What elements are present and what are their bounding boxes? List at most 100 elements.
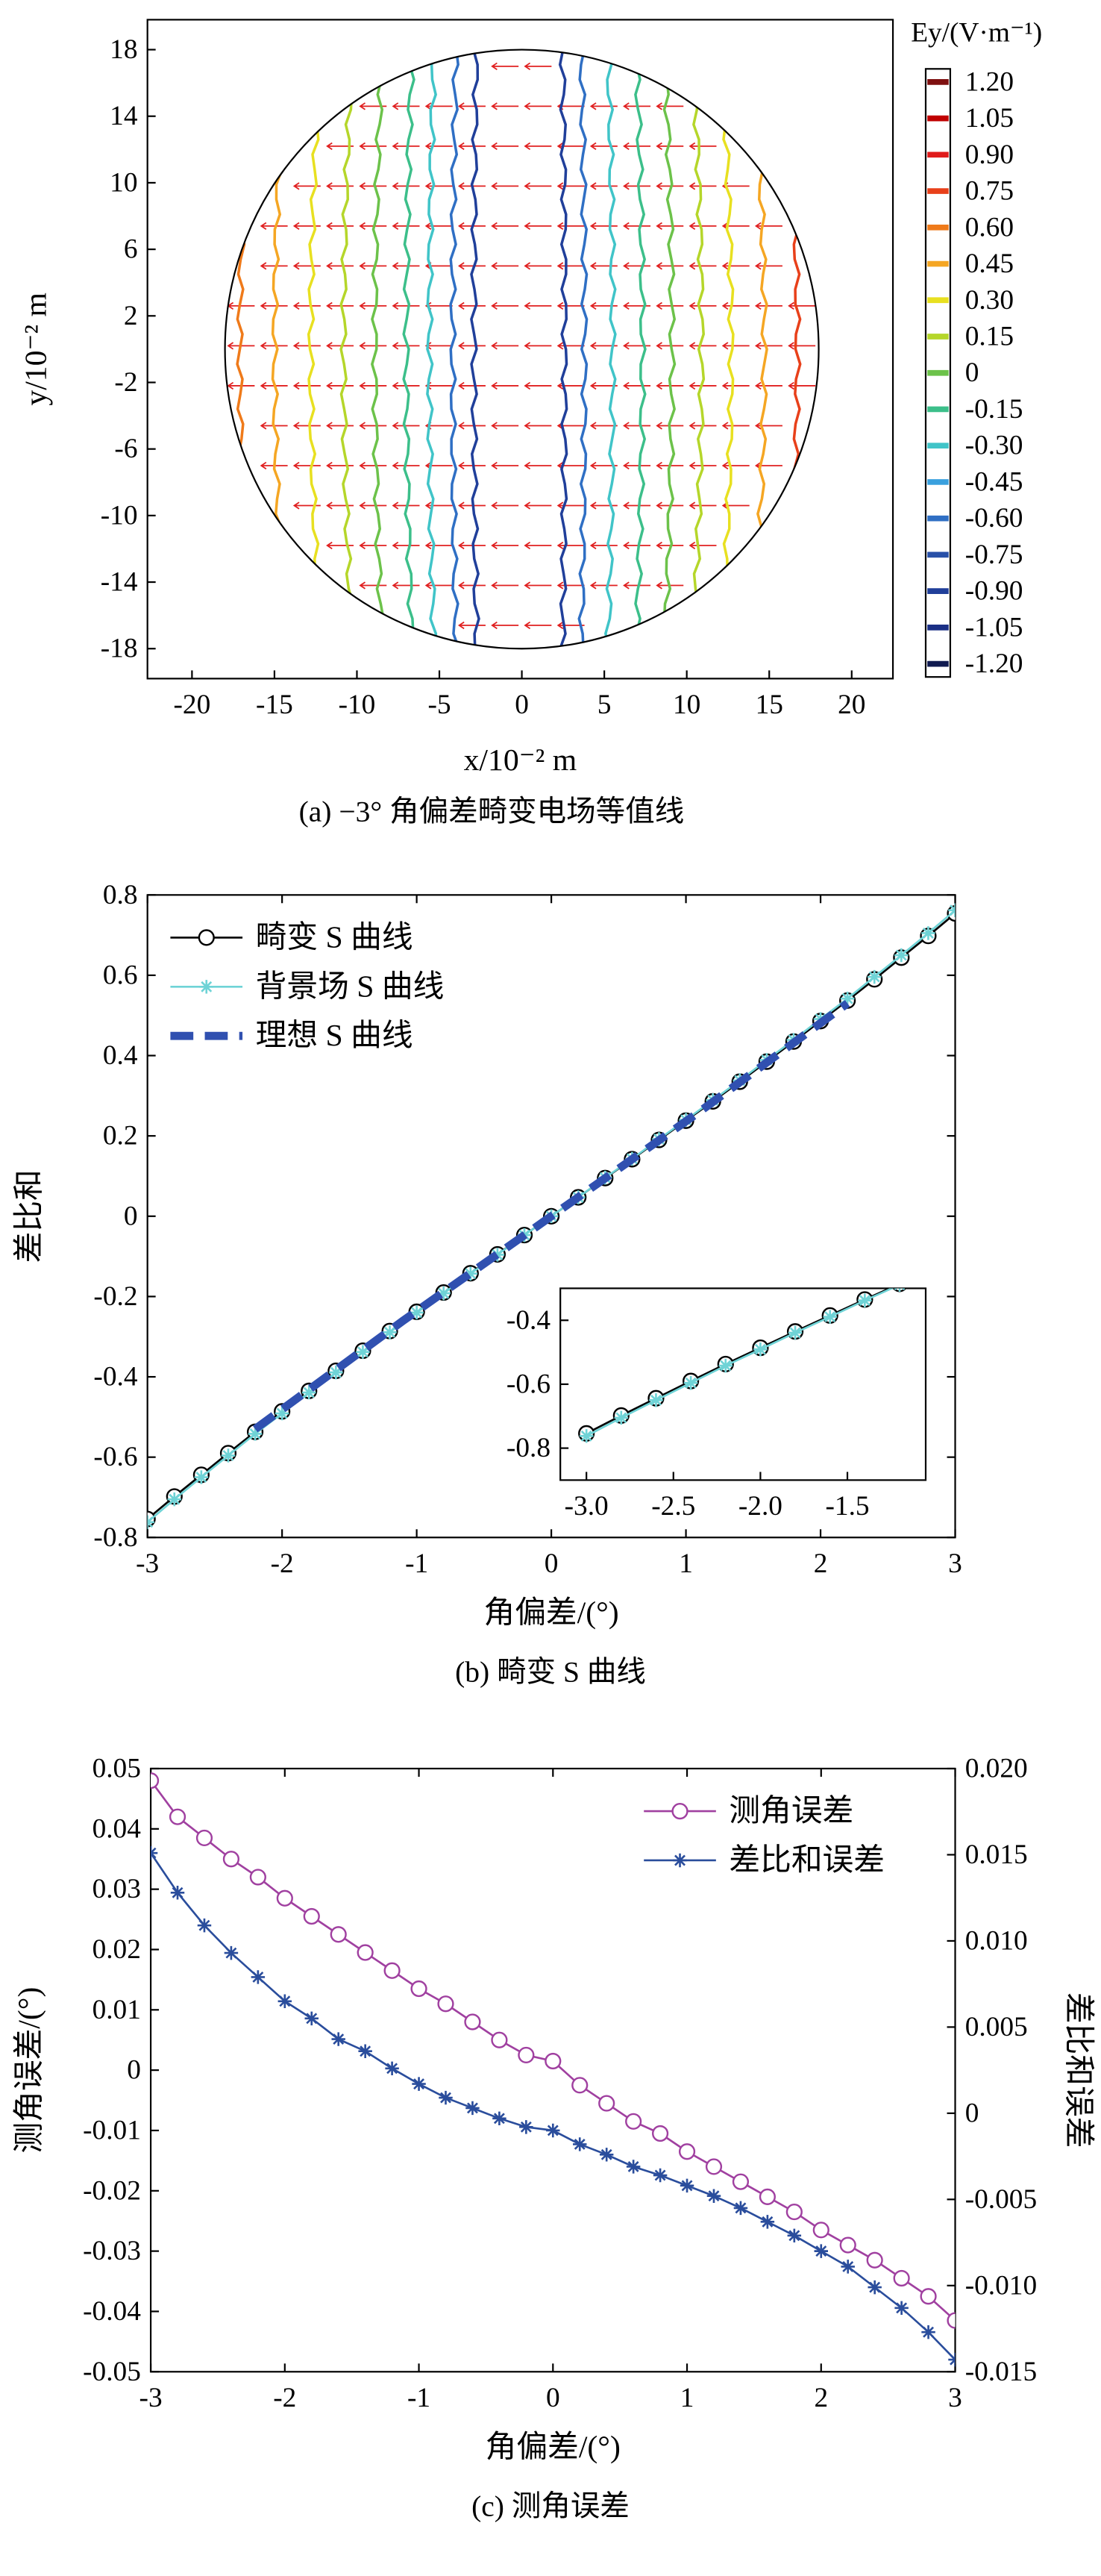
field-arrow (788, 301, 816, 310)
field-arrow (424, 142, 453, 150)
field-arrow (524, 461, 552, 470)
field-arrow (292, 461, 321, 470)
y2-tick-label: 0.015 (965, 1839, 1028, 1870)
field-arrow (491, 461, 519, 470)
field-arrow (721, 381, 750, 390)
y-tick-label: 0.04 (92, 1813, 142, 1844)
field-arrow (359, 301, 387, 310)
marker (358, 2044, 372, 2058)
field-arrow (688, 342, 717, 350)
marker (839, 2236, 856, 2254)
colorbar-label: 0.30 (965, 285, 1014, 316)
x-tick-label: 0 (545, 1548, 559, 1579)
marker (680, 2178, 694, 2193)
field-arrow (589, 262, 618, 270)
y-tick-label: -0.01 (83, 2115, 141, 2145)
marker (997, 1231, 1011, 1245)
field-arrow (656, 102, 684, 110)
marker (868, 2280, 882, 2295)
field-arrow (491, 501, 519, 510)
x-tick-label: 15 (756, 690, 783, 720)
y-tick-label: 0.05 (92, 1753, 141, 1783)
field-arrow (688, 222, 717, 231)
field-arrow (688, 182, 717, 190)
caption: (c) 测角误差 (471, 2489, 630, 2522)
marker (412, 2077, 426, 2091)
x-tick-label: -3.0 (565, 1491, 609, 1522)
colorbar-label: 0.75 (965, 176, 1014, 207)
field-arrow (424, 501, 453, 510)
field-arrow (589, 501, 618, 510)
field-arrow (392, 222, 420, 231)
contour-line (781, 49, 802, 649)
marker (198, 929, 215, 946)
field-arrow (326, 381, 354, 390)
marker (147, 1515, 154, 1530)
marker (151, 1772, 160, 1789)
field-arrow (292, 422, 321, 430)
x-tick-label: 2 (814, 1548, 828, 1579)
legend-label: 畸变 S 曲线 (256, 919, 413, 954)
field-arrow (556, 262, 585, 270)
contour-line (747, 49, 768, 649)
field-arrow (424, 581, 453, 590)
marker (894, 2301, 909, 2316)
marker (303, 1907, 320, 1925)
field-arrow (491, 62, 519, 70)
marker (997, 1231, 1011, 1245)
marker (222, 1851, 240, 1868)
colorbar-label: 0.45 (965, 248, 1014, 279)
field-arrow (721, 262, 750, 270)
marker (614, 1410, 629, 1425)
marker (304, 2011, 319, 2026)
marker (579, 1429, 594, 1443)
marker (868, 969, 882, 984)
marker (195, 1829, 213, 1847)
field-arrow (292, 262, 321, 270)
x-tick-label: -20 (173, 690, 210, 720)
field-arrow (326, 501, 354, 510)
marker (519, 2120, 533, 2134)
field-arrow (392, 262, 420, 270)
marker (678, 2143, 696, 2160)
field-arrow (292, 381, 321, 390)
line-panel: -3 -2 -1 0 1 2 3-0.05-0.04-0.03-0.02-0.0100.01… (13, 1753, 1096, 2522)
field-arrow (688, 501, 717, 510)
field-arrow (491, 381, 519, 390)
field-arrow (524, 222, 552, 231)
y-tick-label: -10 (101, 500, 138, 531)
x-tick-label: -1.5 (825, 1491, 869, 1522)
marker (760, 2215, 775, 2229)
colorbar-label: 1.20 (965, 66, 1014, 97)
marker (683, 1375, 698, 1390)
marker (788, 1325, 803, 1340)
marker (787, 2228, 802, 2243)
field-arrow (359, 142, 387, 150)
field-arrow (556, 501, 585, 510)
field-arrow (524, 342, 552, 350)
field-arrow (326, 262, 354, 270)
field-arrow (392, 422, 420, 430)
marker (221, 1448, 236, 1463)
contour-line (690, 49, 706, 649)
field-arrow (491, 342, 519, 350)
field-arrow (524, 301, 552, 310)
x-tick-label: -2.0 (738, 1491, 782, 1522)
field-arrow (556, 541, 585, 550)
field-arrow (491, 422, 519, 430)
field-arrow (688, 301, 717, 310)
y2-tick-label: 0 (965, 2098, 979, 2128)
marker (812, 2222, 829, 2239)
field-arrow (688, 381, 717, 390)
y-tick-label: 0 (124, 1201, 138, 1231)
marker (625, 2113, 642, 2130)
colorbar-label: -1.20 (965, 648, 1023, 679)
field-arrow (491, 182, 519, 190)
marker (331, 2032, 345, 2046)
y-axis-label: 差比和 (13, 1169, 47, 1263)
contour-line (339, 49, 357, 649)
x-tick-label: -2.5 (651, 1491, 695, 1522)
x-tick-label: 3 (948, 1548, 962, 1579)
marker (410, 1305, 424, 1320)
